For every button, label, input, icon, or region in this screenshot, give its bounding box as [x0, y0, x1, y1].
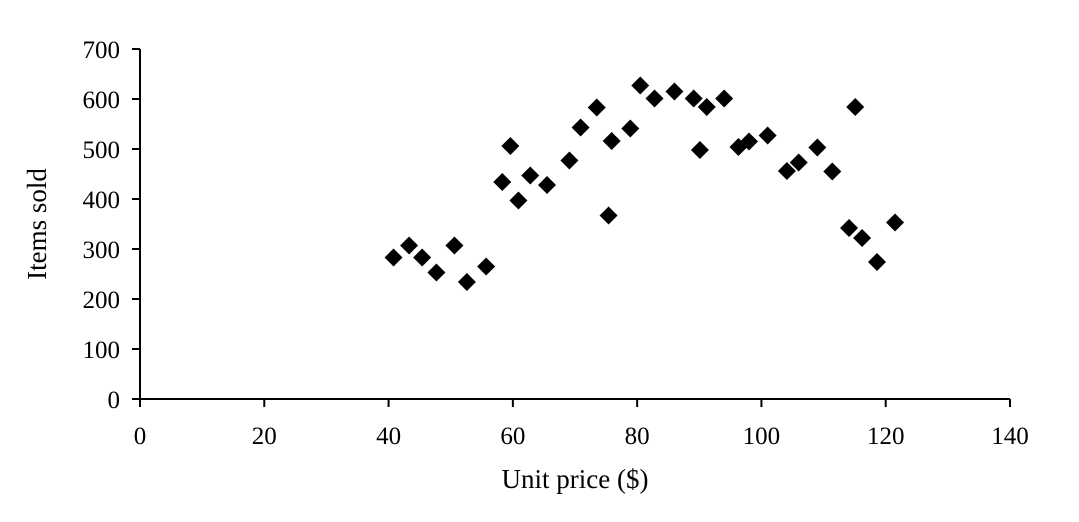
data-point-marker — [621, 119, 640, 138]
y-axis: 0 100 200 300 400 500 600 700 — [83, 37, 141, 414]
x-tick-label: 100 — [743, 423, 781, 450]
y-tick-label: 600 — [83, 87, 121, 114]
x-tick-label: 120 — [867, 423, 905, 450]
y-tick-label: 700 — [83, 37, 121, 64]
data-point-marker — [789, 153, 808, 172]
x-tick-label: 20 — [252, 423, 277, 450]
data-point-marker — [509, 191, 528, 210]
data-point-marker — [823, 162, 842, 181]
y-tick-label: 100 — [83, 337, 121, 364]
data-point-marker — [665, 82, 684, 101]
data-points — [384, 76, 905, 291]
data-point-marker — [413, 248, 432, 267]
data-point-marker — [602, 132, 621, 150]
x-tick-label: 60 — [500, 423, 525, 450]
data-point-marker — [571, 118, 590, 137]
data-point-marker — [690, 141, 709, 159]
data-point-marker — [645, 89, 664, 108]
data-point-marker — [560, 151, 579, 170]
data-point-marker — [697, 98, 716, 116]
x-ticks: 0 20 40 60 80 100 120 140 — [134, 399, 1029, 450]
x-axis: 0 20 40 60 80 100 120 140 — [134, 398, 1029, 450]
data-point-marker — [808, 138, 827, 157]
data-point-marker — [840, 219, 859, 237]
data-point-marker — [501, 137, 520, 155]
data-point-marker — [758, 126, 777, 145]
data-point-marker — [427, 263, 446, 282]
x-tick-label: 40 — [376, 423, 401, 450]
x-tick-label: 80 — [625, 423, 650, 450]
data-point-marker — [631, 76, 650, 95]
data-point-marker — [477, 257, 496, 276]
y-tick-label: 500 — [83, 137, 121, 164]
data-point-marker — [740, 132, 758, 151]
data-point-marker — [384, 248, 403, 267]
data-point-marker — [445, 236, 464, 255]
x-tick-label: 0 — [134, 423, 147, 450]
data-point-marker — [853, 229, 872, 247]
data-point-marker — [521, 166, 540, 185]
data-point-marker — [868, 253, 887, 271]
data-point-marker — [400, 236, 419, 255]
data-point-marker — [493, 173, 512, 191]
data-point-marker — [777, 162, 796, 180]
data-point-marker — [457, 273, 476, 291]
x-axis-label: Unit price ($) — [502, 464, 649, 494]
data-point-marker — [587, 98, 606, 117]
data-point-marker — [715, 89, 734, 108]
data-point-marker — [538, 176, 557, 194]
x-tick-label: 140 — [991, 423, 1029, 450]
y-tick-label: 0 — [108, 387, 121, 414]
data-point-marker — [599, 206, 618, 225]
y-tick-label: 200 — [83, 287, 121, 314]
y-tick-label: 400 — [83, 187, 121, 214]
data-point-marker — [684, 89, 703, 108]
y-ticks: 0 100 200 300 400 500 600 700 — [83, 37, 140, 414]
data-point-marker — [886, 213, 905, 232]
y-tick-label: 300 — [83, 237, 121, 264]
y-axis-label: Items sold — [22, 168, 52, 280]
data-point-marker — [846, 98, 865, 116]
